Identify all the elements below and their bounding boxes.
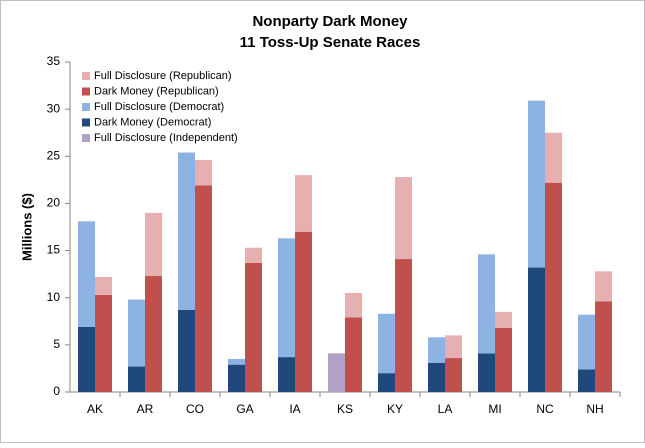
bar-segment: [345, 293, 362, 318]
bar-segment: [278, 357, 295, 392]
legend-swatch: [82, 103, 90, 111]
x-tick-label: AK: [87, 402, 103, 416]
bar-segment: [245, 247, 262, 263]
x-tick-label: NH: [586, 402, 603, 416]
legend-swatch: [82, 87, 90, 96]
bar-segment: [478, 353, 495, 392]
bar-segment: [595, 271, 612, 302]
bar-segment: [95, 276, 112, 295]
y-tick-label: 30: [47, 101, 61, 115]
bar-segment: [195, 160, 212, 186]
bar-segment: [328, 353, 345, 392]
bar-segment: [528, 100, 545, 268]
bar-segment: [145, 212, 162, 277]
bar-segment: [395, 177, 412, 260]
x-tick-label: IA: [289, 402, 300, 416]
legend-label: Dark Money (Democrat): [94, 116, 211, 128]
bar-segment: [545, 132, 562, 183]
y-tick-label: 10: [47, 290, 61, 304]
y-tick-label: 5: [53, 337, 60, 351]
bar-segment: [95, 294, 112, 392]
y-tick-label: 15: [47, 243, 61, 257]
bar-segment: [295, 231, 312, 392]
legend-label: Full Disclosure (Independent): [94, 132, 238, 144]
bar-segment: [128, 366, 145, 392]
x-tick-label: CO: [186, 402, 204, 416]
bar-segment: [578, 314, 595, 370]
bar-segment: [195, 185, 212, 392]
bar-segment: [528, 267, 545, 392]
x-tick-label: NC: [536, 402, 554, 416]
bar-segment: [395, 259, 412, 392]
bar-segment: [295, 175, 312, 232]
bar-segment: [495, 327, 512, 392]
bar-segment: [145, 276, 162, 392]
bar-segment: [428, 362, 445, 392]
bar-segment: [178, 152, 195, 310]
bar-segment: [245, 262, 262, 392]
chart-title: Nonparty Dark Money: [252, 13, 408, 30]
x-tick-label: AR: [137, 402, 154, 416]
bar-segment: [378, 313, 395, 374]
bar-segment: [128, 299, 145, 367]
bar-segment: [228, 364, 245, 392]
bar-segment: [78, 326, 95, 392]
bar-segment: [445, 358, 462, 392]
bar-segment: [578, 369, 595, 392]
bar-segment: [595, 301, 612, 392]
legend-swatch: [82, 118, 90, 127]
x-tick-label: MI: [488, 402, 501, 416]
chart-subtitle: 11 Toss-Up Senate Races: [240, 34, 421, 51]
x-tick-label: KY: [387, 402, 403, 416]
y-tick-label: 0: [53, 384, 60, 398]
bar-segment: [545, 182, 562, 392]
legend-swatch: [82, 134, 90, 142]
x-tick-label: KS: [337, 402, 353, 416]
bar-segment: [478, 254, 495, 354]
x-tick-label: LA: [438, 402, 453, 416]
y-axis-label: Millions ($): [19, 193, 34, 261]
bar-segment: [445, 335, 462, 359]
legend-swatch: [82, 72, 90, 80]
bar-segment: [345, 317, 362, 392]
bar-segment: [278, 238, 295, 358]
bar-segment: [495, 311, 512, 328]
y-tick-label: 35: [47, 54, 61, 68]
legend-label: Full Disclosure (Republican): [94, 70, 232, 82]
bar-segment: [78, 221, 95, 327]
bar-segment: [378, 373, 395, 392]
bar-segment: [228, 359, 245, 365]
y-tick-label: 20: [47, 196, 61, 210]
legend-label: Full Disclosure (Democrat): [94, 101, 224, 113]
legend-label: Dark Money (Republican): [94, 85, 219, 97]
bar-segment: [178, 309, 195, 392]
bar-segment: [428, 337, 445, 363]
x-tick-label: GA: [236, 402, 253, 416]
y-tick-label: 25: [47, 148, 61, 162]
